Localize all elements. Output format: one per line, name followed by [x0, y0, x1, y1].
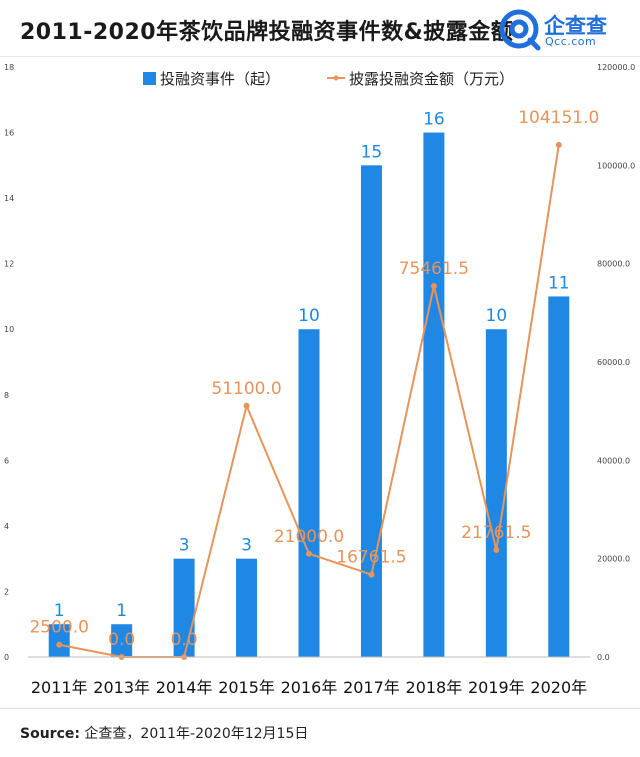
- right-tick-label: 0.0: [597, 653, 610, 662]
- line-point: [306, 550, 312, 557]
- combo-chart: 投融资事件（起） 披露投融资金额（万元） 0 2 4 6 8 10 12 14 16 18 0.0…: [4, 63, 635, 697]
- legend: 投融资事件（起） 披露投融资金额（万元）: [143, 70, 514, 88]
- line-label: 0.0: [108, 630, 135, 650]
- right-tick-label: 120000.0: [597, 63, 635, 72]
- x-tick-label: 2018年: [406, 678, 463, 697]
- right-axis: 0.0 20000.0 40000.0 60000.0 80000.0 100000.0 1…: [597, 63, 635, 662]
- bar-series: [48, 132, 570, 658]
- logo-text: 企查查: [544, 14, 607, 38]
- legend-bar-label: 投融资事件（起）: [160, 70, 280, 88]
- header: 2011-2020年茶饮品牌投融资事件数&披露金额 企查查 Qcc.com: [0, 0, 640, 56]
- bar-label: 3: [179, 536, 190, 556]
- legend-bar-swatch: [143, 72, 156, 85]
- line-label: 0.0: [171, 630, 198, 650]
- right-tick-label: 100000.0: [597, 161, 635, 170]
- line-point: [493, 547, 500, 554]
- footer: Source: 企查查，2011年-2020年12月15日: [0, 708, 640, 757]
- chart-area: 投融资事件（起） 披露投融资金额（万元） 0 2 4 6 8 10 12 14 16 18 0.0…: [0, 56, 640, 709]
- line-point: [368, 571, 375, 578]
- right-tick-label: 40000.0: [597, 456, 630, 465]
- logo-url: Qcc.com: [545, 35, 597, 48]
- bar-label: 1: [54, 601, 65, 621]
- left-tick-label: 14: [4, 194, 14, 203]
- left-tick-label: 0: [4, 653, 9, 662]
- left-tick-label: 18: [4, 63, 14, 72]
- bar-label: 10: [298, 306, 320, 326]
- logo-icon: [499, 9, 541, 51]
- right-tick-label: 80000.0: [597, 260, 630, 269]
- left-tick-label: 16: [4, 129, 14, 138]
- bar-label: 1: [116, 601, 127, 621]
- x-tick-label: 2011年: [31, 678, 88, 697]
- bar: [298, 329, 320, 657]
- bar: [360, 165, 382, 657]
- x-tick-label: 2017年: [343, 678, 400, 697]
- line-point: [243, 402, 250, 409]
- left-tick-label: 2: [4, 587, 9, 596]
- bar-label: 16: [423, 110, 445, 130]
- left-axis: 0 2 4 6 8 10 12 14 16 18: [4, 63, 14, 662]
- line-label: 51100.0: [211, 379, 281, 399]
- left-tick-label: 10: [4, 325, 14, 334]
- line-label: 75461.5: [399, 259, 469, 279]
- left-tick-label: 4: [4, 522, 9, 531]
- bar: [111, 624, 133, 657]
- brand-logo: 企查查 Qcc.com: [498, 8, 634, 52]
- bar: [485, 329, 507, 657]
- line-point: [430, 282, 437, 289]
- source-text: 企查查，2011年-2020年12月15日: [84, 726, 309, 742]
- x-axis: 2011年 2013年 2014年 2015年 2016年 2017年 2018年 2019年…: [28, 656, 590, 697]
- bar-label: 11: [548, 273, 570, 293]
- line-label: 16761.5: [336, 548, 406, 568]
- legend-line-label: 披露投融资金额（万元）: [349, 70, 514, 88]
- line-label: 104151.0: [518, 108, 599, 128]
- bar: [423, 132, 445, 658]
- x-tick-label: 2019年: [468, 678, 525, 697]
- bar-label: 10: [486, 306, 508, 326]
- page-title: 2011-2020年茶饮品牌投融资事件数&披露金额: [20, 20, 514, 45]
- bar: [548, 296, 570, 657]
- line-label: 21000.0: [274, 527, 344, 547]
- line-label: 2500.0: [29, 618, 88, 638]
- x-tick-label: 2013年: [93, 678, 150, 697]
- right-tick-label: 60000.0: [597, 358, 630, 367]
- bar: [236, 558, 258, 657]
- right-tick-label: 20000.0: [597, 555, 630, 564]
- bar-label: 3: [241, 536, 252, 556]
- legend-line-marker: [333, 75, 339, 81]
- x-tick-label: 2016年: [281, 678, 338, 697]
- left-tick-label: 12: [4, 260, 14, 269]
- bar: [48, 624, 70, 657]
- x-tick-label: 2020年: [530, 678, 587, 697]
- line-label: 21761.5: [461, 523, 531, 543]
- source-note: Source: 企查查，2011年-2020年12月15日: [20, 723, 308, 743]
- source-label: Source:: [20, 726, 80, 742]
- left-tick-label: 8: [4, 391, 9, 400]
- line-point: [56, 641, 63, 648]
- line-point: [555, 141, 562, 148]
- left-tick-label: 6: [4, 456, 9, 465]
- x-tick-label: 2015年: [218, 678, 275, 697]
- x-tick-label: 2014年: [156, 678, 213, 697]
- bar-label: 15: [361, 142, 383, 162]
